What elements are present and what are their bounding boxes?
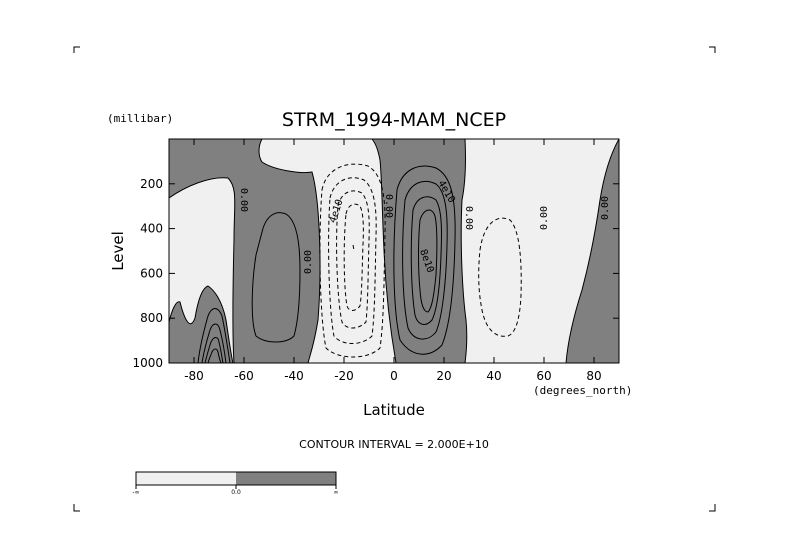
colorbar: -∞ 0.0 ∞ bbox=[132, 471, 339, 496]
x-tick-label: -80 bbox=[184, 369, 204, 383]
x-tick-label: 0 bbox=[390, 369, 398, 383]
colorbar-bin-negative bbox=[136, 472, 236, 485]
contour-label: 0.00 bbox=[303, 250, 314, 274]
y-tick-label: 1000 bbox=[132, 356, 163, 370]
colorbar-bin-positive bbox=[236, 472, 336, 485]
positive-region-southern-midlat bbox=[169, 139, 321, 363]
x-tick-label: 40 bbox=[486, 369, 501, 383]
corner-marks bbox=[73, 46, 716, 512]
plot-area: 0.00 0.00 4e10 0.00 4e10 8e10 0.00 0.00 … bbox=[169, 139, 619, 363]
contour-label-group: 0.00 0.00 4e10 0.00 4e10 8e10 0.00 0.00 … bbox=[238, 179, 611, 275]
x-tick-label: 20 bbox=[436, 369, 451, 383]
x-tick-label: -60 bbox=[234, 369, 254, 383]
x-units-label: (degrees_north) bbox=[533, 384, 632, 397]
contour-label: 0.00 bbox=[539, 206, 550, 230]
x-tick-label: 80 bbox=[586, 369, 601, 383]
x-tick-label: -20 bbox=[334, 369, 354, 383]
x-tick-label: 60 bbox=[536, 369, 551, 383]
colorbar-tick-label: ∞ bbox=[334, 489, 339, 496]
y-tick-label: 800 bbox=[140, 311, 163, 325]
x-tick-label: -40 bbox=[284, 369, 304, 383]
y-tick-label: 600 bbox=[140, 266, 163, 280]
colorbar-tick-label: 0.0 bbox=[231, 489, 241, 496]
negative-contours bbox=[319, 163, 522, 358]
contour-label: 0.00 bbox=[238, 188, 249, 212]
y-axis-title: Level bbox=[109, 231, 127, 271]
positive-region-northern bbox=[565, 139, 619, 363]
x-axis-title: Latitude bbox=[363, 401, 425, 419]
contour-label: 0.00 bbox=[463, 206, 474, 230]
contour-label: 0.00 bbox=[383, 194, 394, 218]
colorbar-tick-label: -∞ bbox=[132, 489, 139, 496]
y-units-label: (millibar) bbox=[107, 112, 173, 125]
contour-label: 0.00 bbox=[600, 196, 611, 220]
positive-contours bbox=[197, 165, 456, 363]
contour-interval-text: CONTOUR INTERVAL = 2.000E+10 bbox=[299, 438, 489, 451]
y-tick-label: 400 bbox=[140, 222, 163, 236]
chart-title: STRM_1994-MAM_NCEP bbox=[282, 109, 506, 131]
positive-region-south-polar bbox=[169, 285, 234, 363]
y-tick-label: 200 bbox=[140, 177, 163, 191]
axes: -80 -60 -40 -20 0 20 40 60 80 200 400 600 800 1000 bbox=[132, 139, 619, 383]
